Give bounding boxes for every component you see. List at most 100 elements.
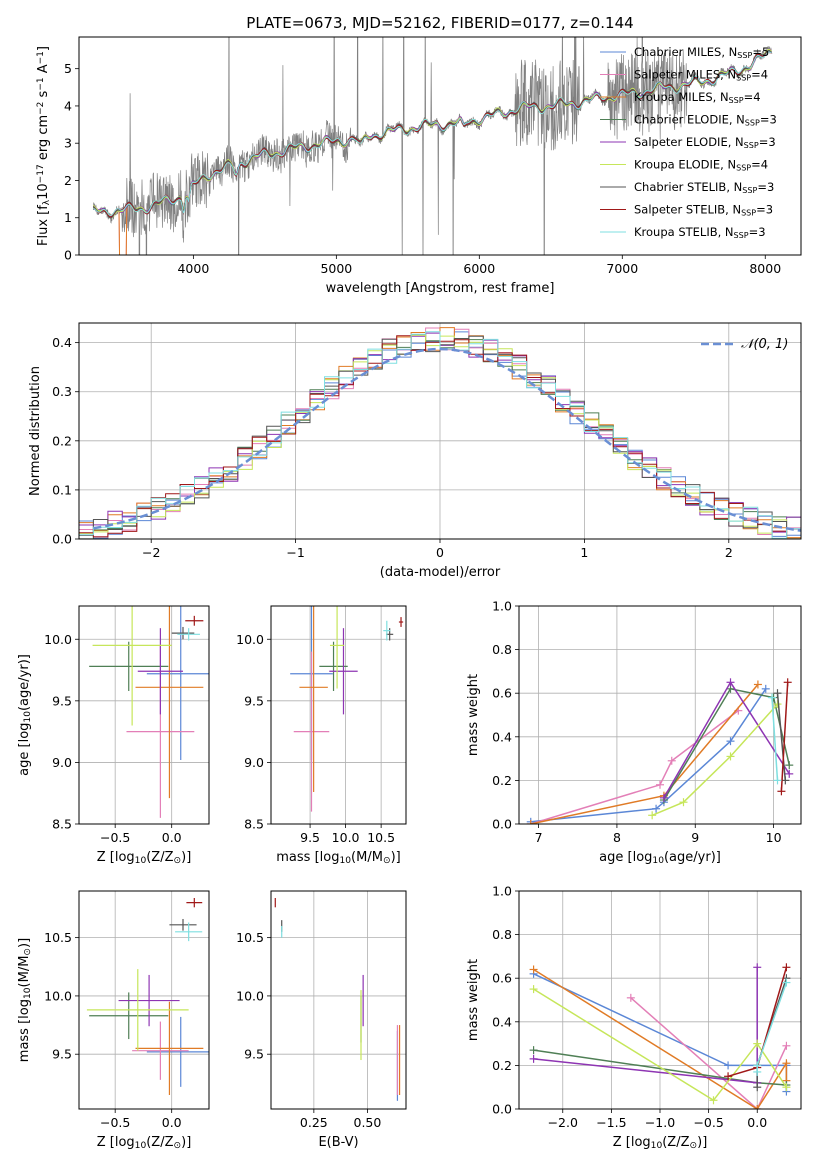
label-part: SSP xyxy=(741,209,756,218)
label-part: 10 xyxy=(23,711,33,723)
y-tick-label: 3 xyxy=(64,136,72,151)
x-tick-label: 7000 xyxy=(606,261,638,276)
x-tick-label: 4000 xyxy=(177,261,209,276)
x-axis-label: E(B-V) xyxy=(318,1135,358,1150)
label-part: Kroupa ELODIE, N xyxy=(634,158,736,172)
errorbar-point-salpeter_stelib xyxy=(185,615,204,626)
y-tick-label: 1.0 xyxy=(492,599,512,614)
label-part: )] xyxy=(181,1135,191,1150)
legend-label-normal: 𝒩(0, 1) xyxy=(741,337,788,352)
x-axis-label: Z [log10(Z/Z⊙)] xyxy=(97,1135,192,1151)
x-tick-label: 0 xyxy=(436,545,444,560)
label-part: )] xyxy=(181,850,191,865)
label-part: SSP xyxy=(744,141,759,150)
label-part: mass [log xyxy=(17,999,32,1062)
label-part: Z [log xyxy=(613,1135,651,1150)
y-tick-label: 9.5 xyxy=(244,693,264,708)
legend-label-kroupa_stelib: Kroupa STELIB, NSSP=3 xyxy=(634,225,766,240)
y-tick-label: 10.5 xyxy=(236,930,264,945)
y-axis-label: age [log10(age/yr)] xyxy=(17,654,33,776)
legend-label-chabrier_miles: Chabrier MILES, NSSP=5 xyxy=(634,45,769,60)
errorbar-point-salpeter_miles xyxy=(293,651,330,812)
errorbar-point-chabrier_elodie xyxy=(89,641,169,691)
label-part: 10 xyxy=(135,1141,147,1151)
x-tick-label: 7 xyxy=(535,830,543,845)
errorbar-point-chabrier_miles xyxy=(146,1016,209,1087)
x-tick-label: 6000 xyxy=(463,261,495,276)
label-part: SSP xyxy=(736,74,751,83)
y-tick-label: 2 xyxy=(64,173,72,188)
axes-z-mass xyxy=(79,891,209,1109)
label-part: (Z/Z xyxy=(146,1135,173,1150)
y-tick-label: 0.4 xyxy=(492,1014,512,1029)
y-tick-label: 0.0 xyxy=(492,817,512,832)
y-axis-label: mass weight xyxy=(466,959,481,1041)
errorbar-point-salpeter_miles xyxy=(132,1021,189,1080)
errorbar-point-kroupa_elodie xyxy=(86,969,189,1051)
weight-line-chabrier_stelib xyxy=(776,693,787,781)
x-tick-label: 8000 xyxy=(749,261,781,276)
label-part: )] xyxy=(17,938,32,948)
errorbar-point-kroupa_elodie xyxy=(329,606,345,689)
label-part: ⊙ xyxy=(690,1141,698,1151)
plot-area-residuals xyxy=(79,327,801,539)
normal-distribution-curve xyxy=(93,347,801,532)
y-tick-label: 4 xyxy=(64,98,72,113)
x-tick-label: −2 xyxy=(142,545,160,560)
label-part: 10 xyxy=(652,856,664,866)
weight-line-kroupa_elodie xyxy=(533,988,788,1102)
weight-line-kroupa_stelib xyxy=(771,697,779,781)
label-part: )] xyxy=(391,850,401,865)
x-tick-label: −0.5 xyxy=(100,1115,130,1130)
label-part: SSP xyxy=(737,51,752,60)
label-part: Salpeter STELIB, N xyxy=(634,203,741,217)
label-part: )] xyxy=(697,1135,707,1150)
x-tick-label: −0.5 xyxy=(693,1115,723,1130)
figure-title: PLATE=0673, MJD=52162, FIBERID=0177, z=0… xyxy=(246,14,633,32)
label-part: erg cm xyxy=(36,115,51,164)
label-part: SSP xyxy=(745,119,760,128)
x-axis-label: age [log10(age/yr)] xyxy=(599,850,721,866)
axes-spectrum xyxy=(92,37,773,255)
y-tick-label: 0.2 xyxy=(52,433,72,448)
axes-frame-spectrum xyxy=(78,36,802,256)
x-tick-label: 9.5 xyxy=(300,830,320,845)
errorbar-point-chabrier_stelib xyxy=(169,918,197,931)
label-part: ] xyxy=(36,46,51,51)
y-axis-label: Normed distribution xyxy=(28,366,43,496)
errorbar-point-salpeter_elodie xyxy=(329,628,358,715)
label-part: SSP xyxy=(734,231,749,240)
y-tick-label: 0.0 xyxy=(52,532,72,547)
y-tick-label: 1.0 xyxy=(492,884,512,899)
y-tick-label: 0.8 xyxy=(492,927,512,942)
axes-mass-age xyxy=(271,606,406,825)
x-tick-label: 8 xyxy=(613,830,621,845)
label-part: age [log xyxy=(17,723,32,776)
label-part: =3 xyxy=(757,180,774,194)
label-part: −2 xyxy=(36,102,46,115)
label-part: Kroupa STELIB, N xyxy=(634,225,734,239)
plot-area-ebv-mass xyxy=(274,897,401,1101)
label-part: (age/yr)] xyxy=(664,850,721,865)
x-tick-label: 5000 xyxy=(320,261,352,276)
x-axis-label: (data-model)/error xyxy=(380,565,501,580)
model-spectrum-kroupa_stelib xyxy=(93,51,772,216)
x-axis-label: mass [log10(M/M⊙)] xyxy=(276,850,400,866)
model-spectrum-kroupa_elodie xyxy=(92,48,772,219)
x-tick-label: 0.0 xyxy=(162,830,182,845)
x-tick-label: −1.5 xyxy=(596,1115,626,1130)
label-part: =3 xyxy=(756,203,773,217)
errorbar-point-kroupa_stelib xyxy=(177,628,200,641)
label-part: =4 xyxy=(751,158,768,172)
axes-frame-weight-age xyxy=(518,605,802,825)
y-tick-label: 0.6 xyxy=(492,971,512,986)
errorbar-point-kroupa_stelib xyxy=(383,620,391,641)
y-tick-label: 0.0 xyxy=(492,1102,512,1117)
label-part: λ xyxy=(42,199,52,205)
y-tick-label: 1 xyxy=(64,210,72,225)
label-part: 10 xyxy=(339,856,351,866)
y-tick-label: 8.5 xyxy=(52,817,72,832)
label-part: =3 xyxy=(749,225,766,239)
y-tick-label: 9.5 xyxy=(52,693,72,708)
legend-label-salpeter_stelib: Salpeter STELIB, NSSP=3 xyxy=(634,203,773,218)
